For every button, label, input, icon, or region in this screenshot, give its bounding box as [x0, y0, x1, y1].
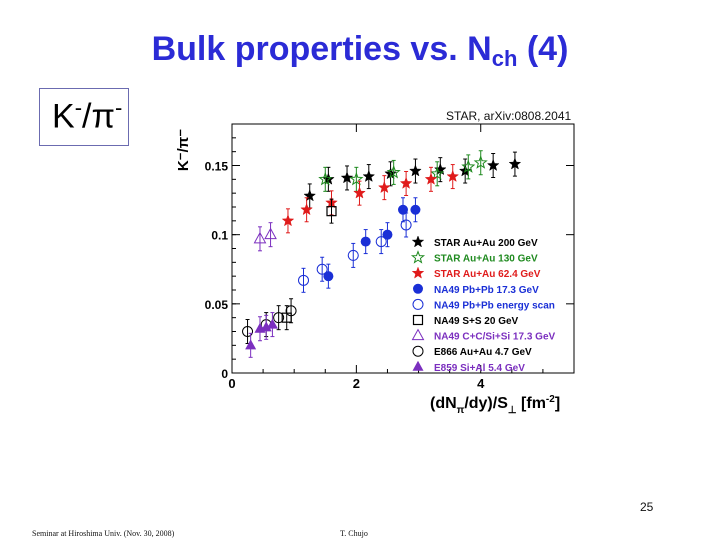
data-point [323, 271, 334, 282]
legend-marker [411, 266, 425, 279]
legend-label: STAR Au+Au 130 GeV [434, 254, 538, 265]
data-point [398, 204, 408, 215]
footer-seminar: Seminar at Hiroshima Univ. (Nov. 30, 200… [32, 529, 175, 538]
data-point [245, 339, 257, 350]
data-point [253, 231, 267, 244]
data-point [260, 321, 272, 332]
data-point [353, 186, 366, 199]
data-point [318, 171, 333, 186]
series-3 [323, 197, 421, 289]
data-point [266, 318, 278, 329]
ratio-sup2: - [114, 95, 123, 120]
data-point [347, 249, 359, 261]
data-point [349, 171, 364, 186]
data-point [362, 169, 376, 182]
series-4 [298, 212, 412, 293]
title-sub: ch [491, 46, 518, 71]
legend-marker [412, 314, 424, 326]
legend-label: NA49 S+S 20 GeV [434, 316, 519, 327]
legend-marker [411, 235, 425, 248]
ratio-sup1: - [74, 95, 83, 120]
legend-label: E859 Si+Al 5.4 GeV [434, 363, 525, 374]
legend-marker [412, 345, 424, 357]
series-7 [242, 298, 297, 344]
data-point [430, 166, 445, 180]
legend-marker [411, 328, 425, 341]
legend-marker [413, 283, 423, 294]
slide-title: Bulk properties vs. Nch (4) [0, 30, 720, 72]
ratio-label: K-/π- [52, 95, 122, 136]
legend-label: STAR Au+Au 62.4 GeV [434, 269, 541, 280]
ratio-pi: π [91, 97, 115, 136]
data-point [264, 227, 277, 240]
x-axis-label-part: ] [555, 395, 560, 412]
legend-marker [412, 360, 424, 371]
data-point [375, 236, 387, 248]
data-point [382, 229, 393, 240]
x-axis-label-part: -2 [546, 394, 555, 405]
x-axis-label-part: /dy)/S [464, 395, 508, 412]
data-point [303, 189, 317, 202]
legend-marker [410, 250, 426, 264]
reference-citation: STAR, arXiv:0808.2041 [446, 109, 572, 123]
y-tick-label: 0.05 [205, 298, 229, 312]
y-tick-label: 0.15 [205, 160, 229, 174]
series-8 [245, 312, 278, 358]
data-point [410, 204, 421, 215]
data-point [508, 157, 522, 170]
ratio-label-box: K-/π- [39, 88, 129, 146]
series-6 [253, 222, 277, 252]
legend-label: STAR Au+Au 200 GeV [434, 238, 538, 249]
series-1 [318, 150, 488, 192]
data-point [242, 326, 254, 337]
legend-label: NA49 C+C/Si+Si 17.3 GeV [434, 332, 556, 343]
data-point [300, 203, 313, 216]
data-point [400, 219, 412, 231]
ratio-k: K [52, 97, 75, 136]
data-point [326, 206, 337, 217]
title-main: Bulk properties vs. N [151, 30, 492, 68]
x-axis-label-part: ⊥ [508, 405, 517, 416]
x-tick-label: 0 [228, 376, 235, 391]
data-point [386, 164, 401, 179]
data-point [316, 263, 328, 275]
data-point [424, 172, 438, 185]
x-tick-label: 4 [477, 376, 485, 391]
x-axis-label-part: (dN [430, 395, 457, 412]
data-point [273, 312, 285, 324]
data-point [281, 214, 295, 227]
page-number: 25 [640, 500, 654, 514]
data-point [486, 158, 500, 171]
data-point [377, 180, 391, 194]
title-suffix: (4) [517, 30, 569, 68]
legend-marker [412, 298, 424, 310]
data-point [446, 169, 460, 182]
x-axis-label-part: [fm [517, 395, 546, 412]
legend-label: E866 Au+Au 4.7 GeV [434, 347, 532, 358]
data-point [298, 274, 310, 286]
x-tick-label: 2 [353, 376, 360, 391]
legend-label: NA49 Pb+Pb energy scan [434, 300, 555, 311]
x-axis-label-part: π [457, 405, 465, 416]
footer-author: T. Chujo [340, 529, 368, 538]
series-0 [303, 151, 522, 209]
data-point [461, 159, 476, 173]
data-point [409, 164, 422, 177]
data-point [473, 155, 488, 169]
data-point [360, 236, 371, 247]
data-point [399, 176, 413, 189]
y-axis-label: K⁻/π⁻ [175, 129, 192, 171]
x-axis-label: (dNπ/dy)/S⊥ [fm-2] [430, 394, 560, 416]
data-point [285, 305, 297, 317]
data-point [340, 171, 354, 184]
legend-label: NA49 Pb+Pb 17.3 GeV [434, 285, 539, 296]
y-tick-label: 0.1 [211, 229, 228, 243]
y-tick-label: 0 [221, 367, 228, 381]
ratio-slash: / [82, 97, 92, 136]
